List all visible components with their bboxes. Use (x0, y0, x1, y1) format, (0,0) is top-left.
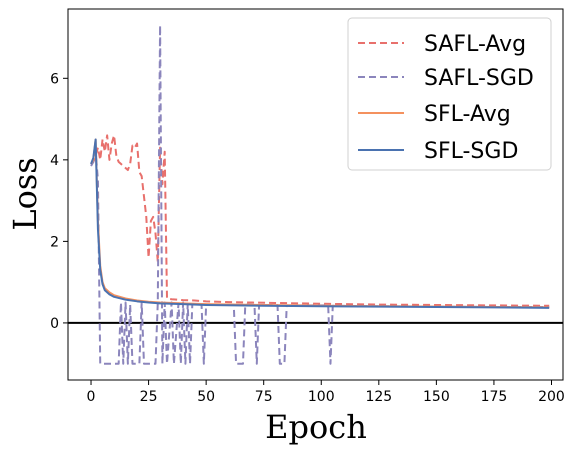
series-line-sfl-sgd (90, 138, 550, 309)
legend-label-sfl-sgd: SFL-SGD (424, 139, 518, 164)
x-axis-title: Epoch (265, 408, 367, 446)
x-tick-label: 100 (308, 389, 335, 405)
x-tick-label: 200 (538, 389, 565, 405)
x-tick-label: 25 (140, 389, 158, 405)
legend-label-sfl-avg: SFL-Avg (424, 102, 511, 127)
y-tick-label: 0 (50, 316, 59, 332)
plot-frame (67, 8, 564, 381)
x-tick-label: 125 (365, 389, 392, 405)
legend-label-safl-avg: SAFL-Avg (424, 32, 526, 57)
series-line-safl-avg (90, 134, 550, 307)
legend-label-safl-sgd: SAFL-SGD (424, 66, 534, 91)
x-tick-label: 50 (197, 389, 215, 405)
x-tick-label: 150 (423, 389, 450, 405)
y-tick-label: 6 (50, 71, 59, 87)
y-axis-title: Loss (6, 157, 44, 230)
series-layer (68, 24, 563, 365)
y-tick-label: 4 (50, 153, 59, 169)
x-tick-label: 175 (481, 389, 508, 405)
legend: SAFL-Avg SAFL-SGD SFL-Avg SFL-SGD (347, 17, 552, 171)
x-tick-label: 75 (255, 389, 273, 405)
x-tick-label: 0 (87, 389, 96, 405)
legend-box (347, 17, 552, 171)
axes-layer: 0 25 50 75 100 125 150 175 200 0 2 4 6 (50, 8, 565, 405)
y-tick-label: 2 (50, 234, 59, 250)
